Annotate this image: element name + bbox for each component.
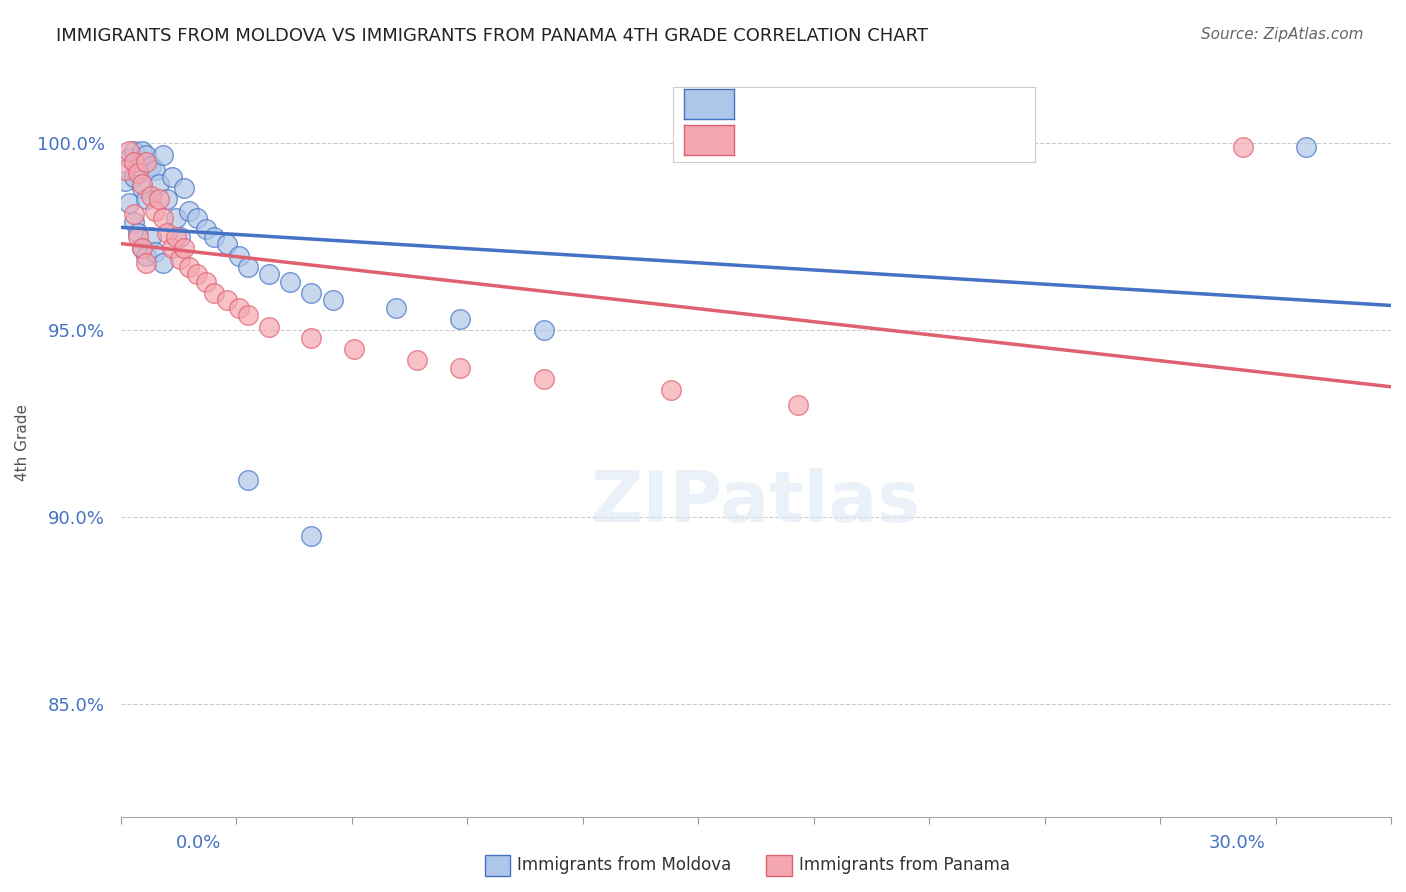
Point bbox=[152, 256, 174, 270]
Point bbox=[169, 229, 191, 244]
Text: R =  0.276: R = 0.276 bbox=[747, 95, 856, 112]
Point bbox=[257, 319, 280, 334]
Point bbox=[122, 215, 145, 229]
Point bbox=[659, 383, 682, 397]
Point bbox=[131, 178, 153, 192]
Point bbox=[135, 155, 157, 169]
Point bbox=[131, 241, 153, 255]
Point bbox=[122, 207, 145, 221]
Point bbox=[143, 244, 166, 259]
Point bbox=[177, 203, 200, 218]
Point bbox=[152, 211, 174, 226]
Point bbox=[194, 275, 217, 289]
Text: ZIPatlas: ZIPatlas bbox=[591, 468, 921, 537]
Point bbox=[173, 181, 195, 195]
Point bbox=[165, 211, 187, 226]
Point bbox=[533, 372, 555, 386]
Point bbox=[122, 155, 145, 169]
Point bbox=[343, 342, 366, 356]
Point bbox=[118, 151, 141, 165]
Point bbox=[127, 229, 149, 244]
Point bbox=[165, 229, 187, 244]
Point bbox=[215, 293, 238, 308]
Point bbox=[202, 285, 225, 300]
Point bbox=[301, 529, 323, 543]
Text: N = 35: N = 35 bbox=[870, 130, 935, 149]
Point bbox=[406, 353, 429, 368]
Point bbox=[127, 226, 149, 240]
Point bbox=[228, 301, 250, 315]
Point bbox=[152, 147, 174, 161]
Point bbox=[143, 203, 166, 218]
Point bbox=[156, 226, 179, 240]
Text: 30.0%: 30.0% bbox=[1209, 834, 1265, 852]
Point bbox=[160, 169, 183, 184]
Point bbox=[173, 241, 195, 255]
Point bbox=[236, 260, 259, 274]
Point bbox=[322, 293, 344, 308]
Point bbox=[122, 169, 145, 184]
Point bbox=[135, 193, 157, 207]
Point bbox=[131, 144, 153, 158]
Point bbox=[1232, 140, 1254, 154]
Y-axis label: 4th Grade: 4th Grade bbox=[15, 404, 30, 481]
Point bbox=[135, 248, 157, 262]
Point bbox=[135, 256, 157, 270]
Point bbox=[186, 211, 208, 226]
Point bbox=[228, 248, 250, 262]
Text: Immigrants from Moldova: Immigrants from Moldova bbox=[517, 856, 731, 874]
Point bbox=[236, 309, 259, 323]
Point bbox=[127, 166, 149, 180]
Point bbox=[533, 323, 555, 337]
Point bbox=[139, 188, 162, 202]
Text: Source: ZipAtlas.com: Source: ZipAtlas.com bbox=[1201, 27, 1364, 42]
Point bbox=[122, 144, 145, 158]
Point bbox=[139, 229, 162, 244]
Point bbox=[301, 285, 323, 300]
Text: 0.0%: 0.0% bbox=[176, 834, 221, 852]
Point bbox=[278, 275, 301, 289]
Point bbox=[131, 181, 153, 195]
Point bbox=[301, 331, 323, 345]
Point bbox=[160, 241, 183, 255]
Point bbox=[385, 301, 408, 315]
Point bbox=[114, 174, 136, 188]
Point bbox=[127, 159, 149, 173]
Point bbox=[156, 193, 179, 207]
Point bbox=[177, 260, 200, 274]
Text: R =  0.440: R = 0.440 bbox=[747, 130, 856, 149]
Point bbox=[449, 312, 471, 326]
Point bbox=[135, 147, 157, 161]
Text: Immigrants from Panama: Immigrants from Panama bbox=[799, 856, 1010, 874]
Point bbox=[194, 222, 217, 236]
Point bbox=[1295, 140, 1317, 154]
Point bbox=[118, 144, 141, 158]
Point bbox=[114, 162, 136, 177]
Point bbox=[143, 162, 166, 177]
Point bbox=[131, 241, 153, 255]
Text: IMMIGRANTS FROM MOLDOVA VS IMMIGRANTS FROM PANAMA 4TH GRADE CORRELATION CHART: IMMIGRANTS FROM MOLDOVA VS IMMIGRANTS FR… bbox=[56, 27, 928, 45]
Text: N = 43: N = 43 bbox=[870, 95, 935, 112]
Point bbox=[186, 267, 208, 281]
Point bbox=[148, 193, 170, 207]
Point bbox=[215, 237, 238, 252]
Point bbox=[169, 252, 191, 267]
Point bbox=[118, 196, 141, 211]
Point bbox=[139, 159, 162, 173]
Point bbox=[257, 267, 280, 281]
Point bbox=[148, 178, 170, 192]
Point bbox=[202, 229, 225, 244]
Point bbox=[787, 398, 810, 412]
Point bbox=[449, 360, 471, 375]
Point bbox=[236, 473, 259, 487]
